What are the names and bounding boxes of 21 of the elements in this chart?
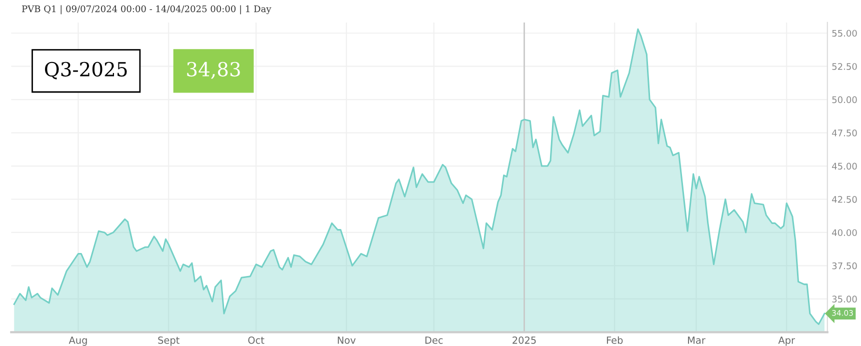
y-tick-label: 40.00 <box>832 229 857 236</box>
x-tick-label: 2025 <box>512 336 536 344</box>
annotation: Q3-2025 <box>45 62 127 80</box>
x-tick-label: Aug <box>68 336 87 346</box>
y-tick-label: 47.50 <box>832 130 857 136</box>
y-tick-label: 50.00 <box>832 96 857 104</box>
x-tick-label: Dec <box>425 336 443 344</box>
x-tick-label: Nov <box>338 336 356 344</box>
y-tick-label: 52.50 <box>832 63 857 70</box>
y-tick-label: 45.00 <box>832 162 857 170</box>
x-tick-label: Sept <box>158 336 180 346</box>
y-tick-label: 55.00 <box>832 30 857 37</box>
y-tick-label: 37.50 <box>832 262 857 270</box>
y-tick-label: 42.50 <box>832 196 857 203</box>
x-tick-label: Oct <box>248 336 264 344</box>
y-tick-label: 35.00 <box>832 296 857 302</box>
x-tick-label: Apr <box>778 336 796 346</box>
chart-title: PVB Q1 | 09/07/2024 00:00 - 14/04/2025 00:00 | 1 Day <box>22 5 272 14</box>
x-tick-label: Feb <box>606 336 623 344</box>
x-tick-label: Mar <box>688 336 706 344</box>
annotation: 34,83 <box>187 62 240 79</box>
